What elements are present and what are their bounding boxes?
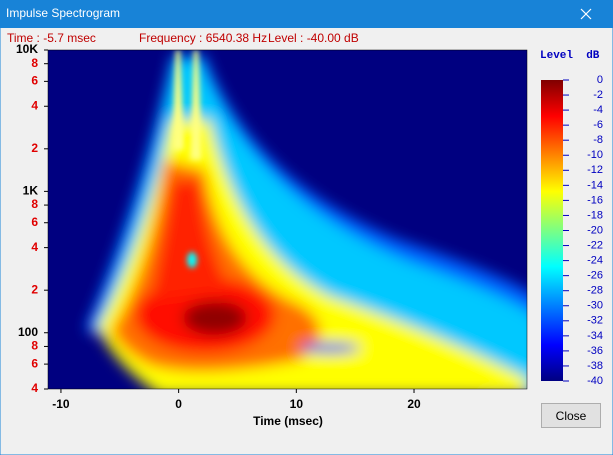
close-button[interactable]: Close [541, 403, 601, 428]
y-tick-label: 6 [31, 74, 38, 88]
colorbar-tick-label: -32 [587, 315, 603, 327]
plot-frame [47, 49, 528, 390]
colorbar-tick-label: -24 [587, 255, 603, 267]
colorbar-tick-label: -20 [587, 224, 603, 236]
y-tick-label: 2 [31, 141, 38, 155]
y-tick-label: 10K [16, 42, 38, 56]
y-tick-label: 4 [31, 381, 38, 395]
colorbar-tick-label: -12 [587, 164, 603, 176]
colorbar-tick-label: -6 [593, 119, 603, 131]
x-tick-label: 10 [290, 397, 304, 411]
spectrogram [48, 50, 527, 389]
colorbar-tick-label: -14 [587, 179, 603, 191]
colorbar-tick-label: -16 [587, 194, 603, 206]
colorbar-tick-label: -10 [587, 149, 603, 161]
y-tick-label: 100 [18, 325, 38, 339]
x-tick-label: 0 [175, 397, 182, 411]
window-title: Impulse Spectrogram [6, 6, 120, 20]
x-tick-label: 20 [407, 397, 421, 411]
status-frequency: Frequency : 6540.38 Hz [139, 31, 267, 45]
y-tick-label: 4 [31, 98, 38, 112]
colorbar-tick-label: -38 [587, 360, 603, 372]
status-level: Level : -40.00 dB [268, 31, 359, 45]
y-tick-label: 1K [23, 184, 39, 198]
title-bar [0, 0, 613, 28]
colorbar-tick-label: -18 [587, 209, 603, 221]
status-time: Time : -5.7 msec [7, 31, 96, 45]
colorbar-tick-label: -8 [593, 134, 603, 146]
x-tick-label: -10 [52, 397, 70, 411]
close-icon[interactable] [580, 8, 592, 20]
colorbar-tick-label: -34 [587, 330, 603, 342]
y-tick-label: 6 [31, 356, 38, 370]
y-tick-label: 6 [31, 215, 38, 229]
colorbar-tick-label: -40 [587, 375, 603, 387]
x-axis-label: Time (msec) [253, 414, 323, 428]
y-tick-label: 8 [31, 339, 38, 353]
colorbar-tick-label: -28 [587, 285, 603, 297]
colorbar-tick-label: -22 [587, 239, 603, 251]
y-tick-label: 8 [31, 56, 38, 70]
y-tick-label: 4 [31, 240, 38, 254]
colorbar-tick-label: 0 [597, 74, 603, 86]
colorbar-tick-label: -30 [587, 300, 603, 312]
colorbar-tick-label: -4 [593, 104, 603, 116]
y-tick-label: 2 [31, 282, 38, 296]
colorbar-title: Level dB [540, 50, 600, 62]
colorbar [541, 80, 563, 381]
colorbar-tick-label: -36 [587, 345, 603, 357]
colorbar-tick-label: -26 [587, 270, 603, 282]
colorbar-tick-label: -2 [593, 89, 603, 101]
y-tick-label: 8 [31, 197, 38, 211]
